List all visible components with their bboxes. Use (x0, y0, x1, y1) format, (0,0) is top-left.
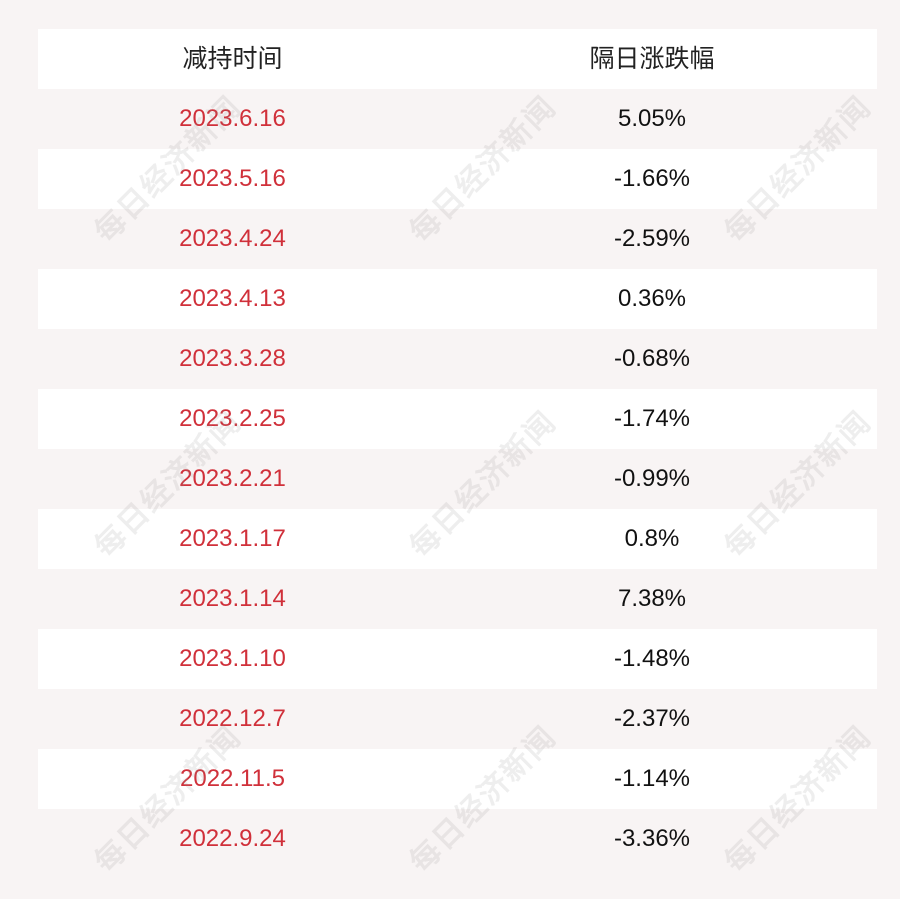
reduction-date-cell: 2023.5.16 (179, 165, 286, 192)
reduction-date-cell: 2022.12.7 (179, 705, 286, 732)
table-row: 2022.12.7 -2.37% (38, 689, 877, 749)
next-day-change-cell: -2.59% (613, 225, 691, 252)
next-day-change-cell: 5.05% (617, 105, 687, 132)
reduction-date-cell: 2023.6.16 (179, 105, 286, 132)
header-next-day-change: 隔日涨跌幅 (589, 45, 715, 73)
next-day-change-cell: -1.48% (613, 645, 691, 672)
table-row: 2022.11.5 -1.14% (38, 749, 877, 809)
reduction-date-cell: 2023.4.24 (179, 225, 286, 252)
next-day-change-cell: 0.36% (617, 285, 687, 312)
reduction-date-cell: 2023.2.25 (179, 405, 286, 432)
next-day-change-cell: -2.37% (613, 705, 691, 732)
next-day-change-cell: -1.14% (613, 765, 691, 792)
next-day-change-cell: -0.99% (613, 465, 691, 492)
table-row: 2023.1.17 0.8% (38, 509, 877, 569)
reduction-date-cell: 2023.1.10 (179, 645, 286, 672)
reduction-date-cell: 2023.1.14 (179, 585, 286, 612)
reduction-date-cell: 2023.2.21 (179, 465, 286, 492)
reduction-date-cell: 2023.3.28 (179, 345, 286, 372)
reduction-date-cell: 2022.9.24 (179, 825, 286, 852)
table-row: 2022.9.24 -3.36% (38, 809, 877, 869)
next-day-change-cell: -0.68% (613, 345, 691, 372)
table-row: 2023.2.25 -1.74% (38, 389, 877, 449)
header-reduction-date: 减持时间 (182, 45, 283, 73)
reduction-date-cell: 2023.4.13 (179, 285, 286, 312)
table-row: 2023.1.10 -1.48% (38, 629, 877, 689)
table-row: 2023.4.24 -2.59% (38, 209, 877, 269)
next-day-change-cell: 0.8% (624, 525, 680, 552)
table-row: 2023.5.16 -1.66% (38, 149, 877, 209)
reduction-date-cell: 2022.11.5 (180, 765, 285, 792)
table-row: 2023.4.13 0.36% (38, 269, 877, 329)
next-day-change-cell: -3.36% (613, 825, 691, 852)
table-body: 2023.6.16 5.05% 2023.5.16 -1.66% 2023.4.24 -2… (38, 89, 877, 869)
table-header-row: 减持时间 隔日涨跌幅 (38, 29, 877, 89)
reduction-date-cell: 2023.1.17 (179, 525, 286, 552)
table-row: 2023.1.14 7.38% (38, 569, 877, 629)
table-row: 2023.3.28 -0.68% (38, 329, 877, 389)
data-table: 减持时间 隔日涨跌幅 2023.6.16 5.05% 2023.5.16 -1.66%… (38, 29, 877, 869)
next-day-change-cell: 7.38% (617, 585, 687, 612)
table-row: 2023.2.21 -0.99% (38, 449, 877, 509)
table-row: 2023.6.16 5.05% (38, 89, 877, 149)
next-day-change-cell: -1.66% (613, 165, 691, 192)
next-day-change-cell: -1.74% (613, 405, 691, 432)
